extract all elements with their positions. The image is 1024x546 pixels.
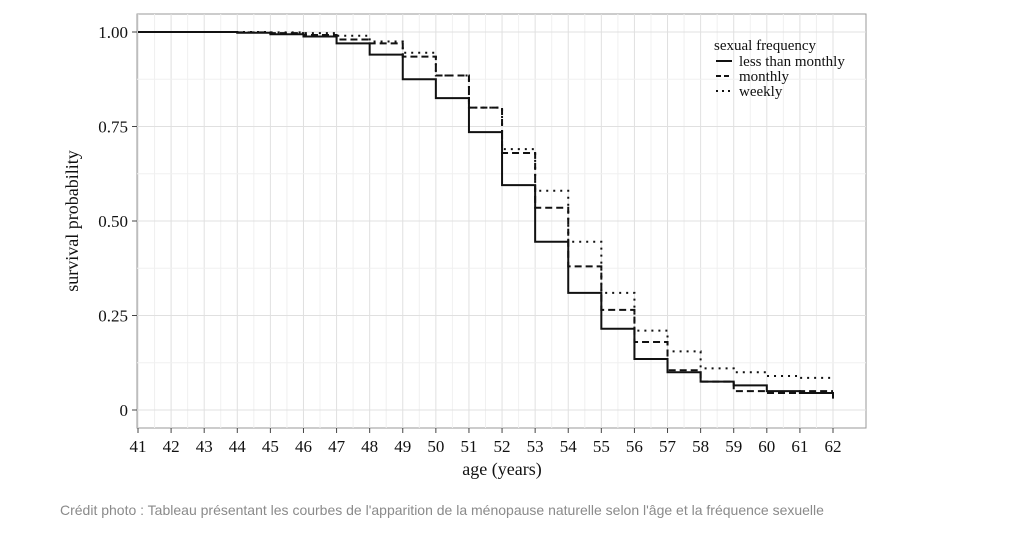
series-lines [138,31,834,399]
x-tick-label: 44 [229,437,247,456]
x-tick-label: 41 [130,437,147,456]
legend-label: monthly [739,69,790,85]
x-tick-label: 47 [328,437,346,456]
y-axis-ticks: 1.00 0.75 0.50 0.25 0 [98,23,137,420]
y-tick-label: 0.75 [98,118,128,137]
x-axis-ticks: 41 42 43 44 45 46 47 48 49 50 51 52 53 54 55 56 57 58 59 60… [130,428,842,456]
x-tick-label: 59 [725,437,742,456]
x-tick-label: 53 [527,437,544,456]
x-tick-label: 62 [825,437,842,456]
y-axis-title: survival probability [62,150,82,291]
x-tick-label: 56 [626,437,643,456]
x-tick-label: 54 [560,437,578,456]
x-tick-label: 50 [427,437,444,456]
x-axis-title: age (years) [462,459,541,480]
x-tick-label: 60 [758,437,775,456]
legend: sexual frequency less than monthlymonthl… [714,38,845,100]
x-tick-label: 46 [295,437,312,456]
series-line-monthly [138,31,833,394]
legend-label: less than monthly [739,54,845,70]
legend-label: weekly [739,84,783,100]
y-tick-label: 0.25 [98,307,128,326]
x-tick-label: 45 [262,437,279,456]
x-tick-label: 43 [196,437,213,456]
photo-caption: Crédit photo : Tableau présentant les co… [60,502,824,518]
x-tick-label: 49 [394,437,411,456]
x-tick-label: 61 [791,437,808,456]
x-tick-label: 42 [163,437,180,456]
x-tick-label: 48 [361,437,378,456]
x-tick-label: 51 [460,437,477,456]
x-tick-label: 57 [659,437,677,456]
x-tick-label: 52 [494,437,511,456]
x-tick-label: 55 [593,437,610,456]
y-tick-label: 1.00 [98,23,128,42]
y-tick-label: 0 [120,401,129,420]
series-line-weekly [138,31,833,379]
y-tick-label: 0.50 [98,212,128,231]
legend-title: sexual frequency [714,38,817,54]
survival-chart: 1.00 0.75 0.50 0.25 0 41 42 43 44 45 46 47 48 49 50 51… [62,13,867,480]
x-tick-label: 58 [692,437,709,456]
